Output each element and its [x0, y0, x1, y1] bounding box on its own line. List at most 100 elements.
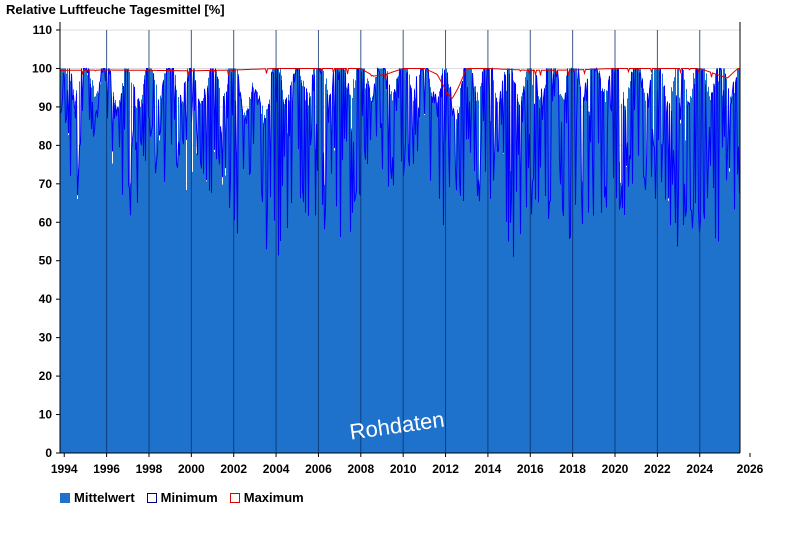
- mittelwert-bar: [256, 90, 257, 453]
- mittelwert-bar: [221, 132, 222, 453]
- mittelwert-bar: [714, 83, 715, 454]
- mittelwert-bar: [574, 68, 575, 454]
- mittelwert-bar: [287, 133, 288, 453]
- mittelwert-bar: [320, 68, 321, 454]
- mittelwert-bar: [192, 171, 193, 453]
- mittelwert-bar: [660, 68, 661, 454]
- mittelwert-bar: [241, 98, 242, 453]
- mittelwert-bar: [531, 68, 532, 454]
- mittelwert-bar: [172, 68, 173, 454]
- mittelwert-bar: [149, 68, 150, 454]
- mittelwert-bar: [511, 68, 512, 454]
- mittelwert-bar: [509, 68, 510, 454]
- mittelwert-bar: [232, 68, 233, 454]
- mittelwert-bar: [93, 85, 94, 453]
- mittelwert-bar: [664, 86, 665, 453]
- mittelwert-bar: [497, 101, 498, 453]
- mittelwert-bar: [482, 71, 483, 454]
- mittelwert-bar: [512, 68, 513, 453]
- mittelwert-bar: [732, 96, 733, 453]
- mittelwert-bar: [587, 84, 588, 454]
- mittelwert-bar: [730, 96, 731, 453]
- mittelwert-bar: [681, 72, 682, 454]
- mittelwert-bar: [583, 96, 584, 454]
- mittelwert-bar: [222, 184, 223, 453]
- mittelwert-bar: [607, 91, 608, 454]
- mittelwert-bar: [458, 113, 459, 453]
- mittelwert-bar: [614, 68, 615, 454]
- mittelwert-bar: [729, 171, 730, 454]
- mittelwert-bar: [307, 92, 308, 454]
- x-tick-label: 2014: [475, 462, 502, 476]
- mittelwert-bar: [440, 91, 441, 454]
- mittelwert-bar: [343, 68, 344, 454]
- mittelwert-bar: [134, 92, 135, 453]
- mittelwert-bar: [662, 73, 663, 454]
- mittelwert-bar: [416, 81, 417, 453]
- mittelwert-bar: [231, 68, 232, 454]
- mittelwert-bar: [520, 194, 521, 453]
- mittelwert-bar: [332, 87, 333, 453]
- mittelwert-bar: [581, 195, 582, 453]
- mittelwert-bar: [599, 70, 600, 454]
- mittelwert-bar: [297, 68, 298, 454]
- mittelwert-bar: [676, 95, 677, 453]
- mittelwert-bar: [658, 68, 659, 454]
- mittelwert-bar: [363, 68, 364, 454]
- mittelwert-bar: [569, 68, 570, 454]
- mittelwert-bar: [462, 82, 463, 454]
- mittelwert-bar: [127, 69, 128, 454]
- x-tick-label: 1994: [51, 462, 78, 476]
- mittelwert-bar: [715, 74, 716, 453]
- mittelwert-bar: [353, 79, 354, 454]
- y-tick-label: 80: [39, 138, 53, 152]
- mittelwert-bar: [375, 77, 376, 453]
- mittelwert-bar: [210, 68, 211, 454]
- mittelwert-bar: [136, 107, 137, 453]
- mittelwert-bar: [139, 101, 140, 454]
- mittelwert-bar: [552, 100, 553, 454]
- mittelwert-bar: [561, 95, 562, 454]
- mittelwert-bar: [217, 82, 218, 453]
- mittelwert-bar: [709, 96, 710, 453]
- mittelwert-bar: [251, 91, 252, 453]
- mittelwert-bar: [426, 68, 427, 454]
- mittelwert-bar: [235, 68, 236, 454]
- mittelwert-bar: [107, 117, 108, 454]
- mittelwert-bar: [392, 100, 393, 453]
- mittelwert-bar: [437, 102, 438, 453]
- mittelwert-bar: [441, 75, 442, 453]
- mittelwert-bar: [271, 71, 272, 453]
- mittelwert-bar: [436, 106, 437, 454]
- mittelwert-bar: [492, 68, 493, 454]
- mittelwert-bar: [518, 101, 519, 453]
- mittelwert-bar: [129, 71, 130, 453]
- mittelwert-bar: [97, 91, 98, 453]
- mittelwert-bar: [727, 154, 728, 453]
- mittelwert-bar: [274, 68, 275, 454]
- mittelwert-bar: [480, 86, 481, 453]
- mittelwert-bar: [130, 183, 131, 453]
- mittelwert-bar: [589, 111, 590, 453]
- mittelwert-bar: [145, 70, 146, 453]
- mittelwert-bar: [668, 200, 669, 453]
- mittelwert-bar: [592, 68, 593, 454]
- mittelwert-bar: [412, 127, 413, 453]
- mittelwert-bar: [735, 81, 736, 453]
- mittelwert-bar: [719, 68, 720, 454]
- mittelwert-bar: [549, 68, 550, 454]
- mittelwert-bar: [580, 86, 581, 453]
- mittelwert-bar: [330, 95, 331, 454]
- mittelwert-bar: [116, 109, 117, 453]
- mittelwert-bar: [272, 68, 273, 454]
- mittelwert-bar: [543, 96, 544, 453]
- y-tick-label: 60: [39, 215, 53, 229]
- mittelwert-bar: [336, 68, 337, 454]
- mittelwert-bar: [337, 68, 338, 454]
- mittelwert-bar: [550, 68, 551, 454]
- mittelwert-bar: [663, 86, 664, 454]
- mittelwert-bar: [384, 68, 385, 454]
- mittelwert-bar: [413, 100, 414, 454]
- mittelwert-bar: [114, 103, 115, 453]
- mittelwert-bar: [435, 97, 436, 454]
